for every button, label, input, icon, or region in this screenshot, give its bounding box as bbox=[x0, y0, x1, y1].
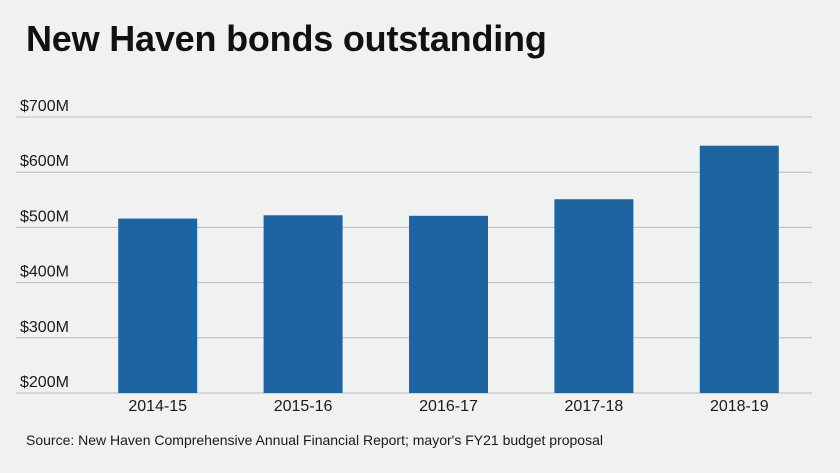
bar bbox=[699, 145, 779, 393]
x-tick-label: 2017-18 bbox=[565, 398, 624, 415]
source-note: Source: New Haven Comprehensive Annual F… bbox=[26, 432, 603, 448]
bar bbox=[263, 215, 343, 393]
x-tick-label: 2018-19 bbox=[710, 398, 769, 415]
y-tick-label: $200M bbox=[20, 374, 69, 391]
y-tick-label: $600M bbox=[20, 153, 69, 170]
y-tick-label: $500M bbox=[20, 208, 69, 225]
y-tick-label: $700M bbox=[20, 98, 69, 115]
y-tick-label: $400M bbox=[20, 264, 69, 281]
x-tick-label: 2014-15 bbox=[128, 398, 187, 415]
bar bbox=[409, 215, 488, 393]
x-tick-label: 2016-17 bbox=[419, 398, 478, 415]
x-tick-label: 2015-16 bbox=[274, 398, 333, 415]
y-tick-label: $300M bbox=[20, 319, 69, 336]
bar bbox=[118, 218, 198, 393]
bar bbox=[554, 199, 634, 393]
chart-title: New Haven bonds outstanding bbox=[26, 18, 547, 59]
